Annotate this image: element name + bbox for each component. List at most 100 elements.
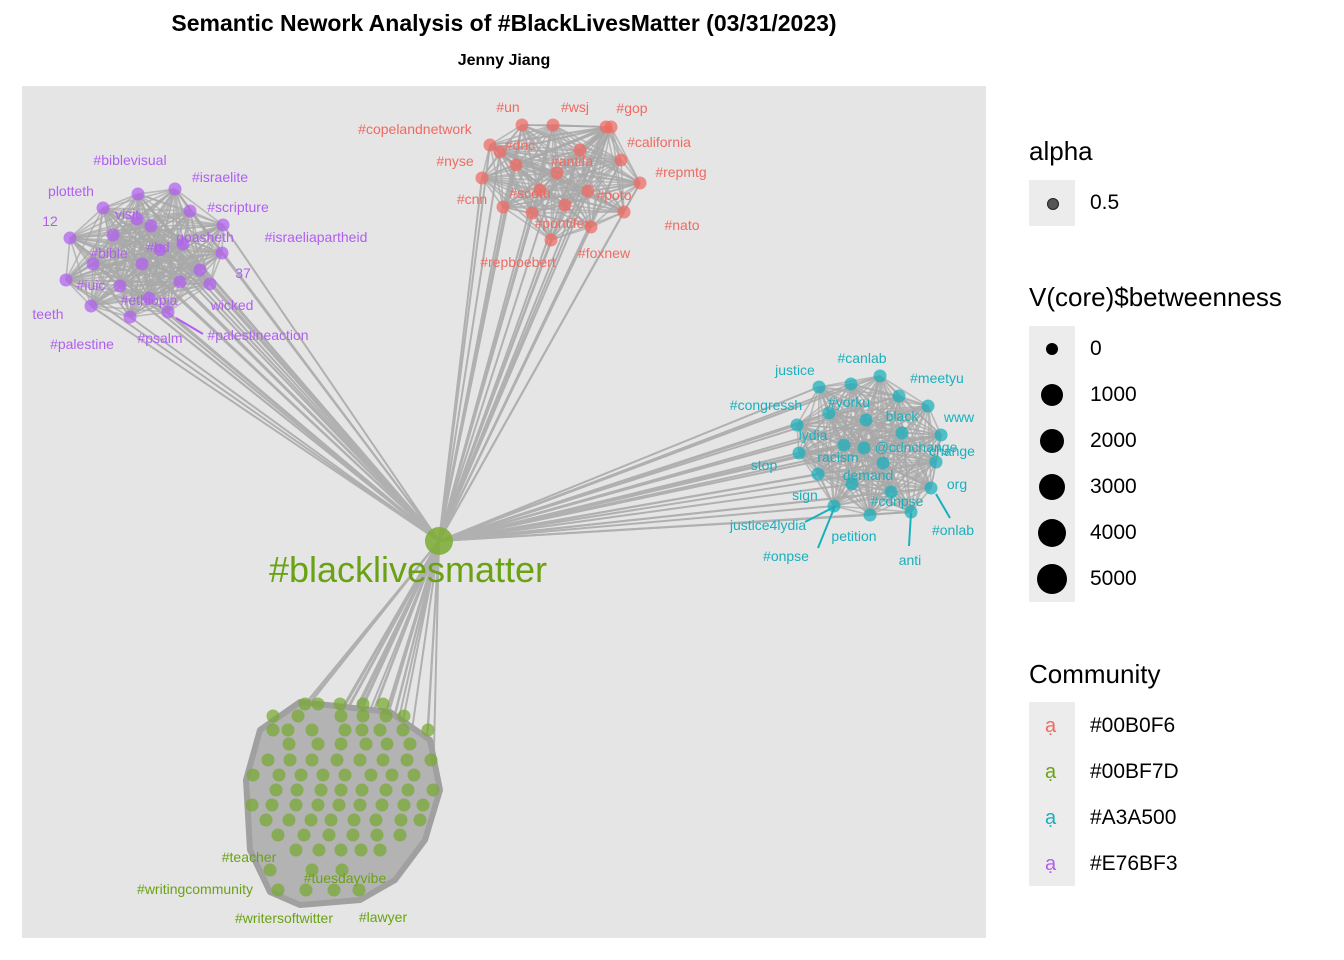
purple-node <box>142 291 156 305</box>
edge <box>199 224 224 271</box>
green-node <box>281 723 295 737</box>
community-key-3-icon: ạ <box>1045 807 1057 829</box>
edge <box>550 226 592 241</box>
green-node <box>245 798 259 812</box>
green-node <box>352 883 366 897</box>
teal-node-label: #onpse <box>763 548 809 564</box>
edge <box>65 279 131 318</box>
green-node <box>305 723 319 737</box>
green-node-label: #lawyer <box>359 909 408 925</box>
green-node <box>311 697 325 711</box>
green-node <box>246 768 260 782</box>
hub-label: #blacklivesmatter <box>269 549 547 590</box>
edge <box>481 177 592 228</box>
green-node <box>401 783 415 797</box>
edge <box>129 283 211 318</box>
edge <box>409 540 440 745</box>
green-node <box>353 753 367 767</box>
teal-node-label: #canlab <box>837 350 886 366</box>
size-dot-2000 <box>1040 429 1064 453</box>
edge <box>828 405 929 414</box>
edge <box>69 207 104 239</box>
teal-node <box>924 481 938 495</box>
edge <box>112 234 161 251</box>
teal-node-label: justice <box>774 362 815 378</box>
node-layer <box>59 118 948 897</box>
purple-node-label: visit <box>115 206 139 222</box>
red-node <box>493 145 507 159</box>
edge <box>579 149 622 161</box>
edge <box>438 505 835 542</box>
red-node-label: #dnc <box>505 137 535 153</box>
red-node-label: #scotu <box>509 185 550 201</box>
purple-node <box>144 219 158 233</box>
chart-subtitle: Jenny Jiang <box>457 52 551 69</box>
hub-node <box>425 527 453 555</box>
edge <box>150 224 224 227</box>
red-node-label: #nato <box>664 217 699 233</box>
teal-node <box>857 441 871 455</box>
teal-node <box>921 399 935 413</box>
green-node <box>353 798 367 812</box>
teal-node <box>859 413 873 427</box>
edge <box>438 483 853 542</box>
community-key-1-icon: ạ <box>1045 715 1057 737</box>
green-node <box>359 737 373 751</box>
red-node <box>584 220 598 234</box>
edge <box>148 249 161 299</box>
teal-node <box>792 446 806 460</box>
red-node <box>558 198 572 212</box>
teal-node-label: #cdnpse <box>871 493 924 509</box>
edge <box>148 297 440 542</box>
edge <box>438 491 892 542</box>
green-node <box>263 863 277 877</box>
purple-node <box>161 305 175 319</box>
edge <box>502 172 558 208</box>
purple-node <box>183 204 197 218</box>
edge <box>882 462 912 513</box>
purple-node <box>216 218 230 232</box>
edge <box>817 462 884 475</box>
green-node <box>376 697 390 711</box>
edge <box>499 149 581 153</box>
green-node <box>266 709 280 723</box>
green-node <box>261 753 275 767</box>
purple-node-label: #israeliapartheid <box>265 229 368 245</box>
chart-title: Semantic Nework Analysis of #BlackLivesM… <box>171 10 837 36</box>
green-node-label: #writingcommunity <box>137 881 253 897</box>
edge <box>489 144 622 161</box>
edge <box>863 447 912 513</box>
red-node <box>599 120 613 134</box>
edge <box>119 285 440 542</box>
red-node <box>525 206 539 220</box>
green-node <box>393 828 407 842</box>
teal-node <box>876 456 890 470</box>
edge <box>879 375 929 407</box>
edge <box>65 279 440 542</box>
edge <box>438 462 884 542</box>
purple-node-label: #ethiopia <box>121 292 178 308</box>
green-node <box>265 798 279 812</box>
green-node-label: #tuesdayvibe <box>304 870 387 886</box>
edge <box>833 487 932 507</box>
edge <box>481 177 541 191</box>
red-node-label: #nyse <box>436 153 474 169</box>
teal-node-label: change <box>929 443 975 459</box>
teal-node-label: #onlab <box>932 522 974 538</box>
green-node <box>294 768 308 782</box>
green-node <box>338 768 352 782</box>
teal-node-label: stop <box>751 457 778 473</box>
green-node <box>416 798 430 812</box>
red-node <box>550 166 564 180</box>
size-dot-0 <box>1046 343 1058 355</box>
purple-node-label: #bible <box>90 245 128 261</box>
edge <box>90 249 161 307</box>
edge <box>817 473 932 489</box>
edge <box>579 149 625 213</box>
legend-betweenness-title: V(core)$betweenness <box>1029 282 1282 312</box>
teal-node <box>929 455 943 469</box>
purple-node <box>96 201 110 215</box>
green-node <box>394 813 408 827</box>
green-node <box>322 828 336 842</box>
